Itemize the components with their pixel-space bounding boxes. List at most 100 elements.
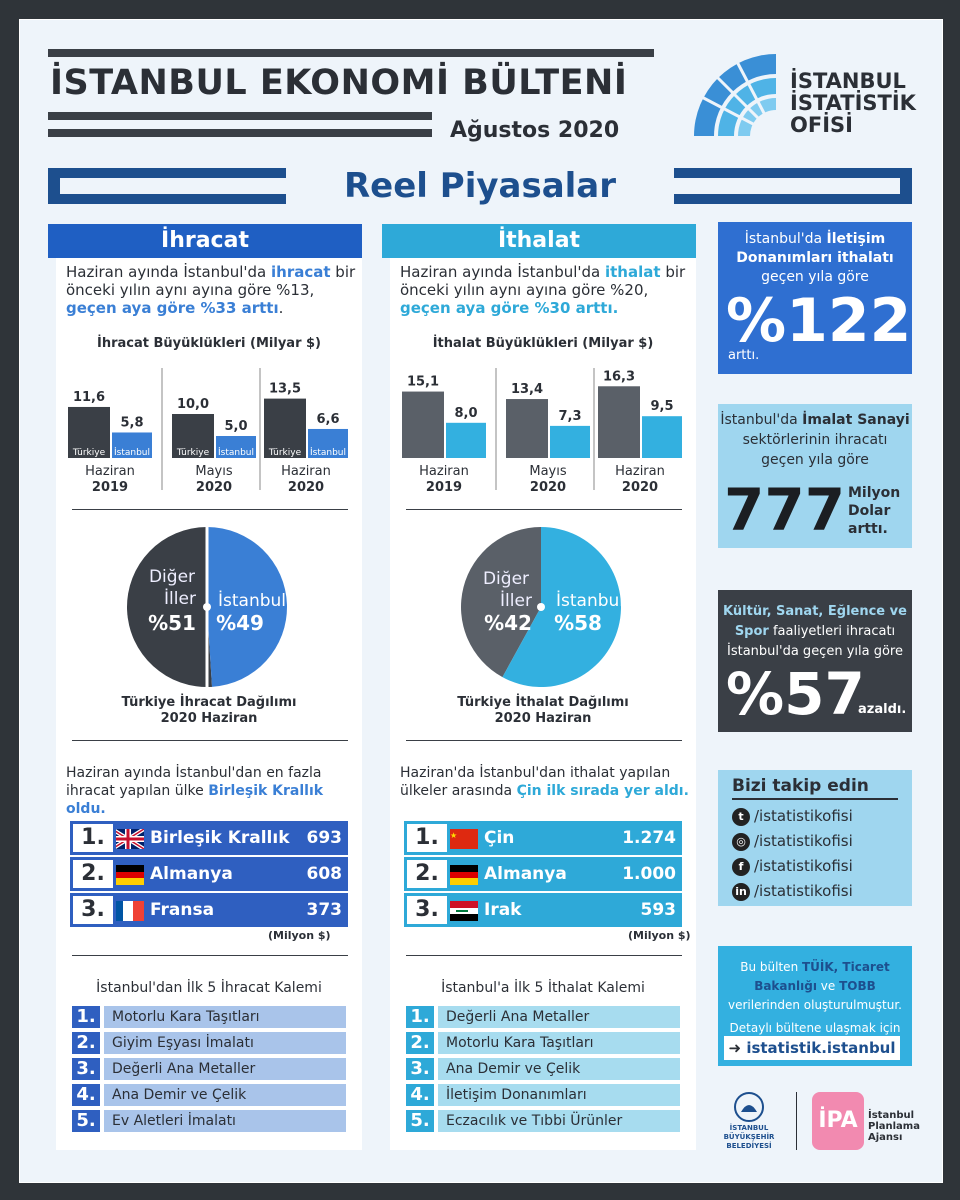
social-link[interactable]: f/istatistikofisi	[732, 856, 853, 876]
item-number: 5.	[72, 1110, 100, 1132]
logo-text-line1: İSTANBUL	[790, 69, 906, 93]
export-intro-highlight2: geçen aya göre %33 arttı	[66, 299, 279, 317]
import-rank-row: Irak 593 3.	[404, 893, 682, 927]
bar-period-label: Mayıs	[195, 464, 232, 479]
stat-highlight2: Spor	[734, 624, 769, 639]
pie-other-value: %51	[148, 611, 196, 635]
bar-period-label: Haziran	[419, 464, 469, 479]
ipa-logo-icon: İPA	[812, 1092, 864, 1150]
import-bar-chart-title: İthalat Büyüklükleri (Milyar $)	[432, 336, 654, 351]
france-flag-icon	[112, 901, 144, 921]
export-bar-chart-title: İhracat Büyüklükleri (Milyar $)	[96, 336, 321, 351]
import-rank-row: Almanya 1.000 2.	[404, 857, 682, 891]
import-intro-highlight2: geçen aya göre %30 arttı.	[400, 299, 619, 317]
import-item-row: 4. İletişim Donanımları	[406, 1084, 680, 1106]
bar-period-label: Haziran	[615, 464, 665, 479]
social-handle[interactable]: /istatistikofisi	[754, 882, 853, 900]
item-label: Motorlu Kara Taşıtları	[438, 1032, 680, 1054]
bar-period-label: Mayıs	[529, 464, 566, 479]
export-separator-1	[72, 509, 348, 510]
export-pie-caption: Türkiye İhracat Dağılımı	[121, 695, 297, 710]
source-text-3: verilerinden oluşturulmuştur.	[728, 998, 902, 1012]
bulletin-link[interactable]: ➜ istatistik.istanbul	[724, 1036, 900, 1060]
bar-series-label: Türkiye	[176, 448, 210, 458]
bar-value-turkiye: 11,6	[73, 390, 105, 405]
bar-turkiye	[506, 399, 548, 458]
bar-value-istanbul: 5,0	[224, 419, 247, 434]
pie-istanbul-value: %49	[216, 611, 264, 635]
export-panel	[56, 224, 362, 1150]
source-text: Bu bülten TÜİK, Ticaret Bakanlığı ve TOB…	[718, 958, 912, 1041]
bulletin-link-text[interactable]: istatistik.istanbul	[746, 1039, 896, 1057]
ibb-text-2: BÜYÜKŞEHİR	[723, 1133, 775, 1141]
logo-text-line3: OFİSİ	[790, 113, 853, 137]
rank-value: 1.000	[622, 864, 676, 884]
import-item-row: 2. Motorlu Kara Taşıtları	[406, 1032, 680, 1054]
follow-rule	[732, 798, 898, 800]
bar-value-istanbul: 8,0	[454, 406, 477, 421]
pie-other-label: Diğer	[149, 567, 195, 587]
source-hl-1: TÜİK, Ticaret	[801, 960, 890, 974]
social-handle[interactable]: /istatistikofisi	[754, 832, 853, 850]
bar-series-label: İstanbul	[218, 447, 254, 458]
bar-istanbul	[216, 436, 256, 458]
social-link[interactable]: in/istatistikofisi	[732, 881, 853, 901]
bar-value-istanbul: 7,3	[558, 409, 581, 424]
export-rank-row: Almanya 608 2.	[70, 857, 348, 891]
stat-unit-3: arttı.	[848, 521, 888, 537]
stat-suffix: azaldı.	[858, 702, 907, 717]
svg-text:★: ★	[450, 831, 457, 840]
pie-slice-istanbul	[502, 527, 621, 687]
item-label: Giyim Eşyası İmalatı	[104, 1032, 346, 1054]
twitter-icon: t	[732, 807, 750, 826]
stat-unit-2: Dolar	[848, 503, 891, 519]
bar-istanbul	[112, 432, 152, 458]
import-separator-3	[406, 955, 682, 956]
item-number: 1.	[72, 1006, 100, 1028]
germany-flag-icon	[446, 865, 478, 885]
ibb-text-1: İSTANBUL	[729, 1124, 769, 1132]
bar-value-istanbul: 6,6	[316, 412, 339, 427]
item-number: 3.	[406, 1058, 434, 1080]
bar-value-turkiye: 10,0	[177, 397, 209, 412]
section-title: Reel Piyasalar	[343, 166, 617, 206]
social-link[interactable]: t/istatistikofisi	[732, 806, 853, 826]
rank-number: 1.	[404, 821, 450, 855]
uk-flag-icon	[112, 829, 144, 849]
export-item-row: 1. Motorlu Kara Taşıtları	[72, 1006, 346, 1028]
import-intro-highlight: ithalat	[605, 263, 661, 281]
import-ranking-intro-highlight: Çin ilk sırada yer aldı.	[516, 783, 689, 799]
china-flag-icon: ★	[446, 829, 478, 849]
social-handle[interactable]: /istatistikofisi	[754, 857, 853, 875]
pie-slice-diger-iller	[461, 527, 541, 678]
footer-divider	[796, 1092, 797, 1150]
import-bar-chart: 15,18,0Haziran201913,47,3Mayıs202016,39,…	[402, 368, 682, 495]
section-rule-left	[48, 168, 286, 204]
rank-bar: Birleşik Krallık 693	[106, 821, 348, 855]
rank-number: 2.	[70, 857, 116, 891]
pie-istanbul-value: %58	[554, 611, 602, 635]
import-intro-text2: bir önceki yılın aynı ayına göre %20,	[400, 263, 686, 299]
export-separator-2	[72, 740, 348, 741]
export-item-row: 4. Ana Demir ve Çelik	[72, 1084, 346, 1106]
rank-value: 1.274	[622, 828, 676, 848]
rank-value: 608	[306, 864, 343, 884]
stat-box-manufacturing: İstanbul'da İmalat Sanayi sektörlerinin …	[718, 404, 912, 548]
item-label: Ana Demir ve Çelik	[104, 1084, 346, 1106]
social-handle[interactable]: /istatistikofisi	[754, 807, 853, 825]
rank-country: Fransa	[150, 900, 215, 920]
stat-highlight: İletişim	[826, 231, 886, 247]
bar-istanbul	[308, 428, 348, 458]
ipa-logo-text: İstanbul Planlama Ajansı	[868, 1110, 920, 1143]
stat-suffix: arttı.	[728, 348, 760, 363]
bar-year-label: 2020	[530, 480, 566, 495]
social-link[interactable]: ◎/istatistikofisi	[732, 831, 853, 851]
stat-text2: sektörlerinin ihracatı	[742, 432, 888, 448]
rank-bar: Almanya 608	[106, 857, 348, 891]
rank-number: 3.	[404, 893, 450, 927]
export-ranking-unit: (Milyon $)	[268, 929, 331, 942]
stat-highlight: Kültür, Sanat, Eğlence ve	[723, 604, 907, 619]
rank-bar: ★ Çin 1.274	[440, 821, 682, 855]
bar-turkiye	[68, 406, 110, 458]
